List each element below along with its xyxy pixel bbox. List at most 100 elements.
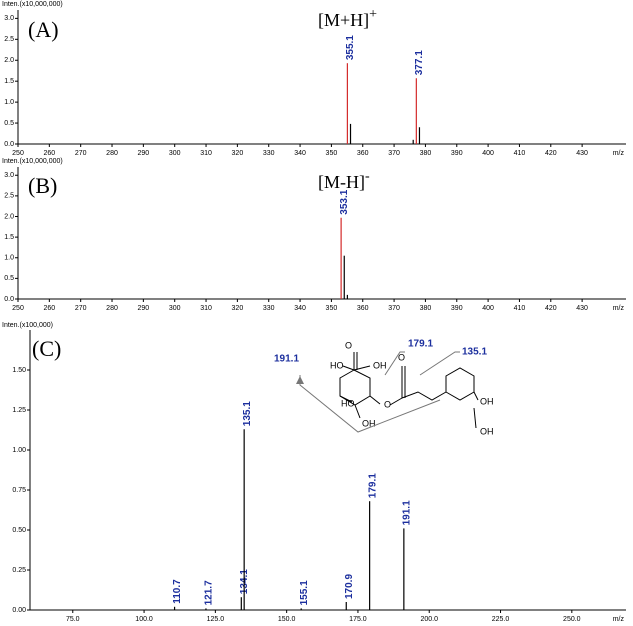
y-tick-label: 0.75 (12, 487, 26, 494)
x-tick-label: 150.0 (278, 616, 296, 623)
x-tick-label: 420 (545, 305, 557, 312)
peak-label: 110.7 (172, 579, 183, 604)
y-tick-label: 1.50 (12, 367, 26, 374)
x-tick-label: 125.0 (207, 616, 225, 623)
x-tick-label: 290 (138, 150, 150, 157)
x-axis-label: m/z (613, 616, 625, 623)
bond (353, 365, 371, 371)
y-tick-label: 1.25 (12, 407, 26, 414)
x-tick-label: 360 (357, 305, 369, 312)
peak-label: 135.1 (242, 401, 253, 426)
structure-label: HO (330, 360, 344, 370)
x-tick-label: 100.0 (135, 616, 153, 623)
x-tick-label: 390 (451, 150, 463, 157)
peak-label: 155.1 (299, 580, 310, 605)
bond (401, 391, 447, 401)
peak-label: 191.1 (401, 500, 412, 525)
y-axis-label: Inten.(x10,000,000) (2, 1, 63, 8)
peak-label: 355.1 (345, 35, 356, 60)
x-tick-label: 340 (294, 305, 306, 312)
panel-label: (B) (28, 173, 57, 198)
x-tick-label: 310 (200, 305, 212, 312)
x-tick-label: 225.0 (492, 616, 510, 623)
annotation-superscript: + (369, 7, 377, 22)
x-tick-label: 260 (43, 150, 55, 157)
x-tick-label: 250 (12, 305, 24, 312)
spectrum-panel: Inten.(x10,000,000) m/z 0.0 0.5 1.0 1.5 2.0 2.5… (2, 158, 626, 312)
structure-label: OH (373, 360, 387, 370)
fragment-label: 191.1 (274, 354, 299, 365)
panel-label: (A) (28, 17, 59, 42)
x-tick-label: 350 (326, 305, 338, 312)
y-tick-label: 1.0 (4, 255, 14, 262)
peak-label: 179.1 (367, 473, 378, 498)
x-tick-label: 430 (576, 305, 588, 312)
fragment-arrow (384, 351, 405, 376)
annotation: [M+H]+ (318, 7, 377, 30)
x-tick-label: 200.0 (420, 616, 438, 623)
x-tick-label: 380 (420, 150, 432, 157)
peak-label: 170.9 (344, 574, 355, 599)
y-tick-label: 3.0 (4, 172, 14, 179)
spectrum-panel: Inten.(x10,000,000) m/z 0.0 0.5 1.0 1.5 2.0 2.5… (2, 1, 626, 157)
bond (342, 352, 355, 371)
x-axis-label: m/z (613, 150, 625, 157)
x-tick-label: 350 (326, 150, 338, 157)
x-tick-label: 290 (138, 305, 150, 312)
y-tick-label: 1.00 (12, 447, 26, 454)
fragment-label: 135.1 (462, 347, 487, 358)
x-axis-label: m/z (613, 305, 625, 312)
x-tick-label: 400 (482, 150, 494, 157)
y-tick-label: 1.5 (4, 234, 14, 241)
x-tick-label: 390 (451, 305, 463, 312)
structure-label: O (384, 399, 391, 409)
y-tick-label: 0.50 (12, 527, 26, 534)
x-tick-label: 260 (43, 305, 55, 312)
x-tick-label: 75.0 (66, 616, 80, 623)
x-tick-label: 270 (75, 150, 87, 157)
peak-label: 377.1 (414, 50, 425, 75)
y-tick-label: 3.0 (4, 15, 14, 22)
x-tick-label: 330 (263, 150, 275, 157)
bond (473, 407, 477, 429)
y-tick-label: 2.0 (4, 213, 14, 220)
y-tick-label: 0.00 (12, 607, 26, 614)
structure-label: HO (341, 398, 355, 408)
peak-label: 121.7 (204, 580, 215, 605)
y-tick-label: 1.0 (4, 99, 14, 106)
x-tick-label: 300 (169, 150, 181, 157)
y-tick-label: 1.5 (4, 78, 14, 85)
bond (369, 395, 381, 405)
y-tick-label: 2.5 (4, 36, 14, 43)
y-tick-label: 0.0 (4, 296, 14, 303)
x-tick-label: 280 (106, 150, 118, 157)
x-tick-label: 410 (514, 305, 526, 312)
x-tick-label: 175.0 (349, 616, 367, 623)
fragment-arrow (419, 351, 460, 376)
bond (354, 404, 361, 419)
x-tick-label: 380 (420, 305, 432, 312)
x-tick-label: 320 (232, 150, 244, 157)
x-tick-label: 310 (200, 150, 212, 157)
annotation-superscript: - (365, 169, 370, 184)
x-tick-label: 340 (294, 150, 306, 157)
structure-label: OH (480, 426, 494, 436)
y-axis-label: Inten.(x100,000) (2, 322, 53, 329)
x-tick-label: 410 (514, 150, 526, 157)
y-tick-label: 0.5 (4, 275, 14, 282)
annotation-text: [M-H] (318, 172, 365, 192)
bond (339, 395, 353, 403)
y-tick-label: 0.5 (4, 120, 14, 127)
structure-label: O (398, 352, 405, 362)
annotation: [M-H]- (318, 169, 370, 192)
structure-label: O (345, 340, 352, 350)
x-tick-label: 360 (357, 150, 369, 157)
x-tick-label: 370 (388, 150, 400, 157)
y-tick-label: 2.0 (4, 57, 14, 64)
x-tick-label: 250.0 (563, 616, 581, 623)
x-tick-label: 270 (75, 305, 87, 312)
structure-label: OH (480, 396, 494, 406)
x-tick-label: 250 (12, 150, 24, 157)
y-axis-label: Inten.(x10,000,000) (2, 158, 63, 165)
